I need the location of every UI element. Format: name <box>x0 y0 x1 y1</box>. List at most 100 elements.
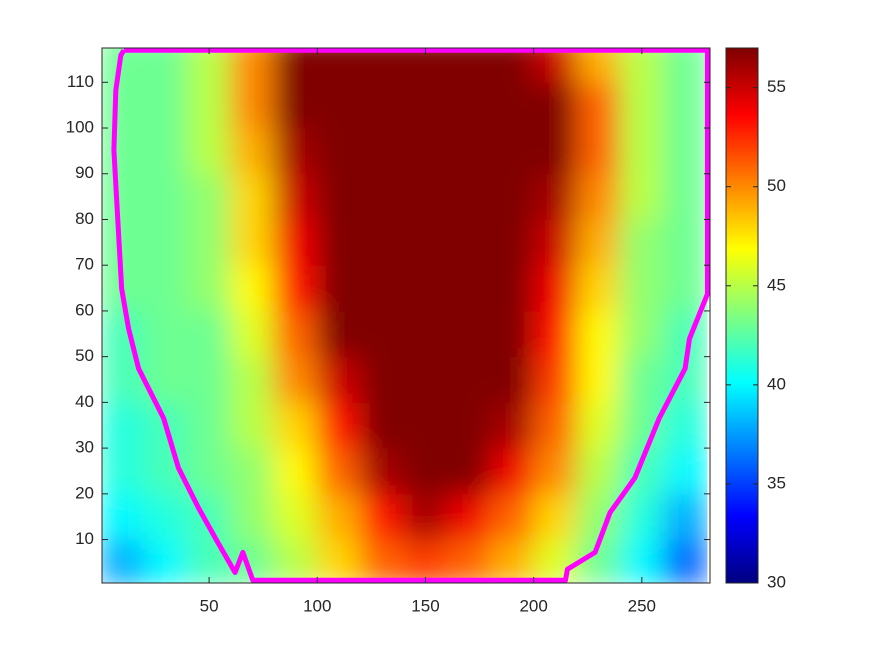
heat-cell <box>489 310 535 358</box>
heat-cell <box>619 81 664 129</box>
heat-cell <box>446 493 491 541</box>
heat-cell <box>316 127 362 175</box>
heat-cell <box>316 539 362 583</box>
heat-cell <box>273 493 318 541</box>
heat-cell <box>662 81 708 129</box>
heat-cell <box>273 356 318 403</box>
heat-cell <box>403 356 448 403</box>
heat-cell <box>273 539 318 583</box>
heat-cell <box>489 493 535 541</box>
heat-cell <box>143 81 188 129</box>
heat-cell <box>360 81 405 129</box>
heat-cell <box>273 81 318 129</box>
heat-cell <box>662 539 708 583</box>
heat-cell <box>360 539 405 583</box>
heat-cell <box>576 48 621 83</box>
y-tick-label: 90 <box>75 163 94 182</box>
heat-cell <box>533 539 578 583</box>
heat-cell <box>576 81 621 129</box>
heat-cell <box>619 264 664 312</box>
heat-cell <box>102 127 145 175</box>
heatmap <box>102 48 708 583</box>
heat-cell <box>446 127 491 175</box>
heat-cell <box>230 218 275 266</box>
heat-cell <box>576 401 621 449</box>
heat-cell <box>316 356 362 403</box>
heat-cell <box>316 310 362 358</box>
heat-cell <box>102 493 145 541</box>
heat-cell <box>186 218 232 266</box>
heat-cell <box>533 264 578 312</box>
heat-cell <box>316 218 362 266</box>
heat-cell <box>102 447 145 495</box>
heat-cell <box>403 447 448 495</box>
heat-cell <box>489 401 535 449</box>
heat-cell <box>403 173 448 220</box>
heat-cell <box>533 218 578 266</box>
heat-cell <box>360 218 405 266</box>
heat-cell <box>143 218 188 266</box>
heat-cell <box>102 539 145 583</box>
heat-cell <box>662 173 708 220</box>
heat-cell <box>446 81 491 129</box>
heat-cell <box>446 48 491 83</box>
heat-cell <box>360 310 405 358</box>
heat-cell <box>533 493 578 541</box>
heat-cell <box>662 127 708 175</box>
heat-cell <box>489 447 535 495</box>
heat-cell <box>446 310 491 358</box>
heat-cell <box>186 356 232 403</box>
heat-cell <box>273 173 318 220</box>
heat-cell <box>360 356 405 403</box>
heat-cell <box>230 310 275 358</box>
heat-cell <box>102 218 145 266</box>
heat-cell <box>273 310 318 358</box>
heat-cell <box>316 401 362 449</box>
heat-cell <box>230 264 275 312</box>
heat-cell <box>102 81 145 129</box>
heat-cell <box>446 173 491 220</box>
y-tick-label: 60 <box>75 300 94 319</box>
heat-cell <box>489 173 535 220</box>
heat-cell <box>446 447 491 495</box>
heat-cell <box>489 48 535 83</box>
heat-cell <box>273 48 318 83</box>
x-tick-label: 250 <box>628 596 656 615</box>
y-tick-label: 20 <box>75 483 94 502</box>
heat-cell <box>230 173 275 220</box>
heat-cell <box>316 81 362 129</box>
heat-cell <box>360 401 405 449</box>
heat-cell <box>316 173 362 220</box>
y-tick-label: 10 <box>75 529 94 548</box>
heat-cell <box>273 218 318 266</box>
x-tick-label: 100 <box>303 596 331 615</box>
heat-cell <box>273 401 318 449</box>
heat-cell <box>186 127 232 175</box>
axes-box <box>101 47 711 584</box>
heat-cell <box>662 218 708 266</box>
heat-cell <box>230 493 275 541</box>
heat-cell <box>446 356 491 403</box>
heat-cell <box>533 48 578 83</box>
heat-cell <box>186 539 232 583</box>
heat-cell <box>446 539 491 583</box>
heat-cell <box>662 401 708 449</box>
y-tick-label: 70 <box>75 255 94 274</box>
heat-cell <box>576 310 621 358</box>
heat-cell <box>662 264 708 312</box>
colorbar-tick-label: 45 <box>767 275 786 294</box>
heat-cell <box>576 493 621 541</box>
heat-cell <box>403 48 448 83</box>
heat-cell <box>446 218 491 266</box>
heat-cell <box>662 493 708 541</box>
heat-cell <box>489 356 535 403</box>
colorbar-tick-label: 30 <box>767 572 786 591</box>
heat-cell <box>102 310 145 358</box>
heat-cell <box>403 218 448 266</box>
heat-cell <box>619 493 664 541</box>
heat-cell <box>489 539 535 583</box>
heat-cell <box>186 401 232 449</box>
heat-cell <box>230 401 275 449</box>
heat-cell <box>360 173 405 220</box>
heat-cell <box>403 310 448 358</box>
